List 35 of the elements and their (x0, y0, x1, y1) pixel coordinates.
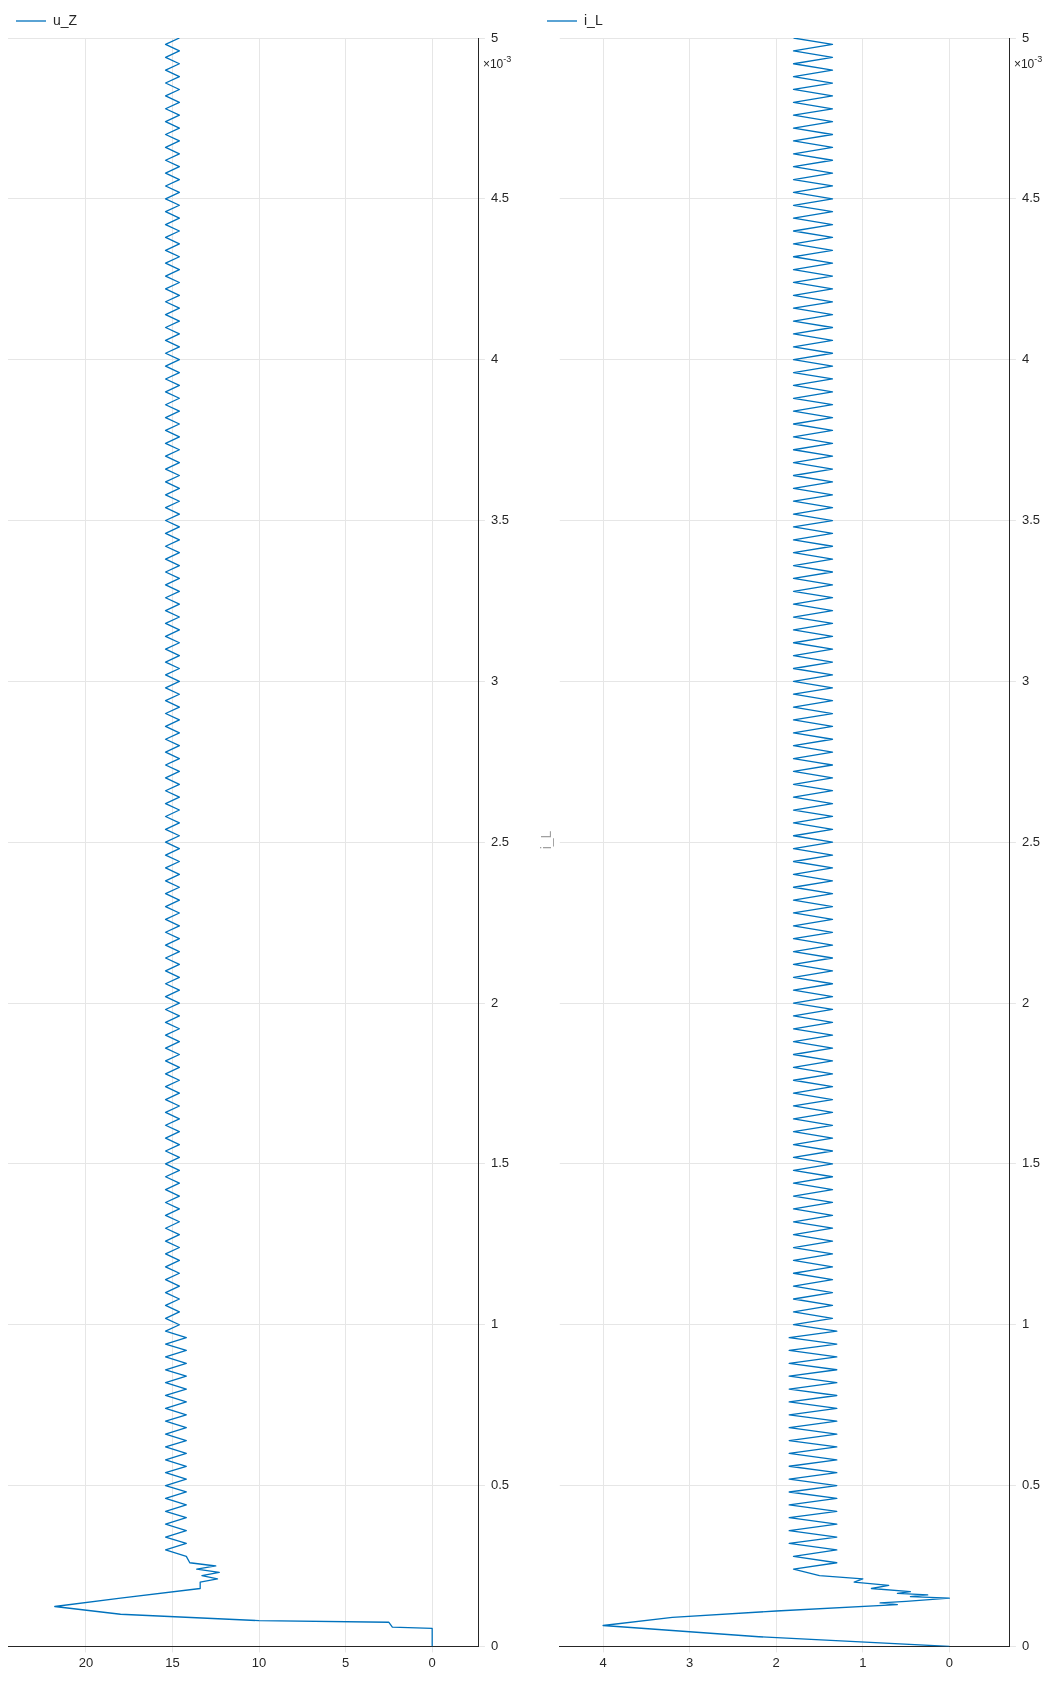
y-tick-label: 1.5 (490, 1155, 510, 1171)
y-tick-label: 4 (1021, 351, 1030, 367)
y-tick-label: 1.5 (1021, 1155, 1041, 1171)
y-tick-label: 1 (1021, 1316, 1030, 1332)
x-tick-label: 0 (945, 1654, 953, 1670)
y-tick-label: 5 (490, 29, 499, 45)
y-tick-label: 3.5 (1021, 512, 1041, 528)
x-tick-label: 1 (859, 1654, 867, 1670)
y-tick-label: 1 (490, 1316, 499, 1332)
y-tick-label: 2 (490, 994, 499, 1010)
x-tick-label: 0 (428, 1654, 436, 1670)
y-tick-label: 2.5 (490, 833, 510, 849)
y-tick-label: 0 (1021, 1637, 1030, 1653)
x-tick-label: 20 (78, 1654, 94, 1670)
y-tick-label: 0 (490, 1637, 499, 1653)
y-tick-label: 5 (1021, 29, 1030, 45)
y-tick-label: 2.5 (1021, 833, 1041, 849)
y-tick-label: 0.5 (490, 1477, 510, 1493)
y-tick-label: 3.5 (490, 512, 510, 528)
legend-label: i_L (584, 11, 603, 28)
y-tick-label: 2 (1021, 994, 1030, 1010)
x-tick-label: 15 (165, 1654, 180, 1670)
x-tick-label: 3 (686, 1654, 694, 1670)
y-tick-label: 0.5 (1021, 1477, 1041, 1493)
x-tick-label: 2 (772, 1654, 780, 1670)
x-tick-label: 10 (251, 1654, 267, 1670)
y-tick-label: 3 (1021, 672, 1030, 688)
text: i_L (538, 830, 555, 850)
legend-label: u_Z (53, 11, 78, 28)
x-tick-label: 4 (599, 1654, 607, 1670)
y-tick-label: 4.5 (1021, 190, 1041, 206)
y-tick-label: 3 (490, 672, 499, 688)
y-tick-label: 4.5 (490, 190, 510, 206)
x-tick-label: 5 (342, 1654, 350, 1670)
y-tick-label: 4 (490, 351, 499, 367)
